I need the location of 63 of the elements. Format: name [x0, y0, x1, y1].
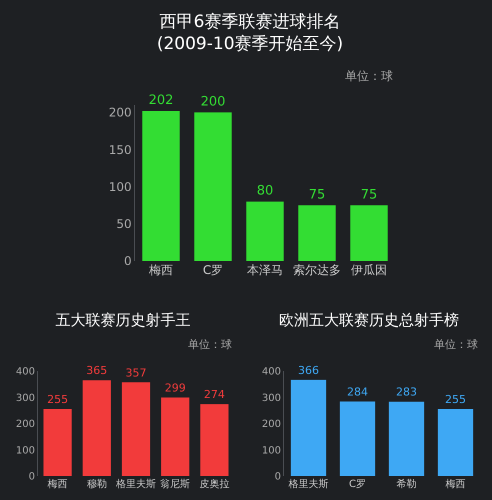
text: 单位：球	[345, 69, 393, 83]
x-tick-label: 格里夫斯	[288, 478, 328, 490]
y-tick-label: 0	[28, 472, 35, 482]
x-tick-label: 梅西	[46, 478, 68, 490]
data-label: 283	[396, 386, 417, 399]
x-tick-label: C罗	[202, 263, 224, 277]
bar	[161, 398, 190, 476]
x-tick-label: 穆勒	[86, 478, 107, 490]
data-label: 75	[308, 187, 326, 202]
y-tick-label: 150	[108, 142, 132, 157]
data-label: 357	[126, 366, 146, 380]
y-tick-label: 300	[16, 392, 35, 404]
data-label: 255	[445, 393, 466, 406]
y-tick-label: 200	[262, 419, 281, 430]
bar	[82, 380, 111, 476]
x-tick-label: 本泽马	[247, 263, 283, 277]
y-tick-label: 100	[16, 445, 35, 456]
chart-title: 欧洲五大联赛历史总射手榜	[279, 311, 459, 329]
bar	[298, 205, 336, 261]
y-tick-label: 400	[262, 366, 281, 378]
data-label: 200	[200, 94, 226, 110]
bar	[438, 409, 474, 476]
y-tick-label: 300	[262, 392, 281, 404]
x-tick-label: 梅西	[444, 478, 466, 490]
bar	[200, 404, 229, 476]
bar	[246, 202, 284, 261]
y-tick-label: 400	[16, 366, 35, 378]
bar	[142, 110, 180, 261]
chart-title: 西甲6赛季联赛进球排名 (2009-10赛季开始至今)	[156, 12, 344, 54]
x-tick-label: 希勒	[396, 478, 416, 490]
data-label: 80	[256, 184, 274, 199]
data-label: 274	[204, 388, 225, 402]
bar	[350, 205, 388, 261]
y-tick-label: 0	[124, 254, 132, 268]
y-tick-label: 100	[262, 445, 281, 456]
y-tick-label: 0	[274, 472, 281, 482]
data-label: 365	[86, 364, 108, 378]
data-label: 255	[47, 393, 68, 406]
data-label: 299	[164, 382, 186, 395]
bar	[340, 401, 376, 476]
y-tick-label: 50	[116, 217, 132, 232]
x-tick-label: 皮奥拉	[199, 478, 230, 490]
bar	[43, 409, 72, 476]
text: 单位：球	[434, 338, 478, 351]
x-tick-label: 伊瓜因	[351, 263, 387, 277]
x-tick-label: 格里夫斯	[115, 478, 156, 490]
data-label: 366	[298, 364, 319, 377]
y-tick-label: 100	[108, 180, 132, 194]
x-tick-label: C罗	[349, 479, 366, 490]
chart-title: 五大联赛历史射手王	[56, 311, 190, 329]
bar	[194, 112, 232, 261]
data-label: 284	[347, 385, 368, 398]
x-tick-label: 梅西	[148, 263, 173, 277]
bar	[388, 402, 424, 476]
x-tick-label: 翁尼斯	[160, 478, 190, 490]
bar	[122, 382, 150, 476]
bar	[290, 380, 326, 476]
x-tick-label: 索尔达多	[293, 263, 341, 277]
text: 单位：球	[188, 338, 232, 351]
y-tick-label: 200	[108, 106, 132, 120]
data-label: 202	[148, 92, 174, 108]
data-label: 75	[360, 187, 378, 202]
y-tick-label: 200	[16, 419, 35, 430]
